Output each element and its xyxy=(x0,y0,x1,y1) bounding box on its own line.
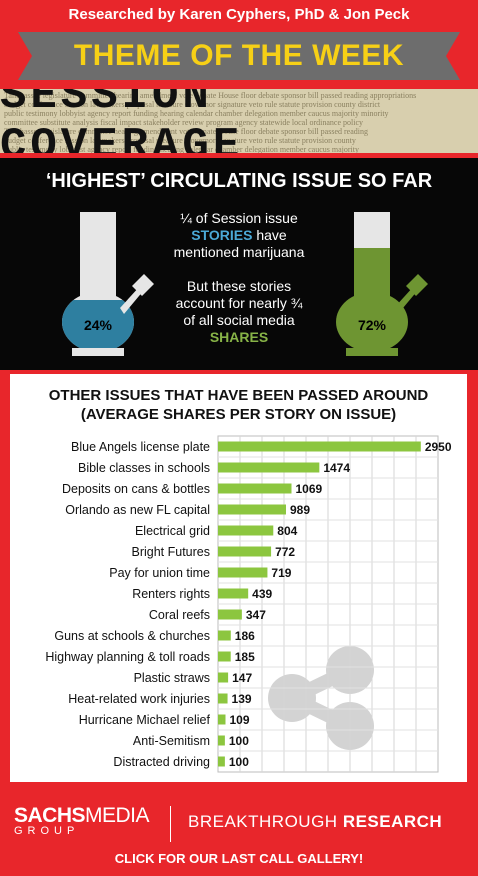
chart-title-line1: OTHER ISSUES THAT HAVE BEEN PASSED AROUN… xyxy=(48,387,429,404)
category-label: Bible classes in schools xyxy=(78,461,210,475)
left-bong-bowl xyxy=(132,274,154,296)
last-call-gallery-link[interactable]: CLICK FOR OUR LAST CALL GALLERY! xyxy=(114,851,364,866)
bar xyxy=(218,588,249,599)
value-label: 439 xyxy=(252,587,272,601)
bar xyxy=(218,714,226,725)
shares-highlight: SHARES xyxy=(209,329,269,345)
category-label: Renters rights xyxy=(132,587,210,601)
bar-chart: Blue Angels license plate 2950 Bible class… xyxy=(45,435,452,773)
bar xyxy=(218,609,242,620)
stories-stat-line3: mentioned marijuana xyxy=(173,244,305,260)
value-label: 989 xyxy=(290,503,310,517)
stories-stat: ¼ of Session issue STORIES have mentione… xyxy=(150,210,328,261)
value-label: 185 xyxy=(235,650,255,664)
section-title: SESSION COVERAGE xyxy=(0,89,244,153)
bar xyxy=(218,693,228,704)
category-label: Coral reefs xyxy=(149,608,210,622)
bar xyxy=(218,630,231,641)
right-bong-bowl xyxy=(406,274,428,296)
banner-title: THEME OF THE WEEK xyxy=(73,39,405,72)
category-label: Anti-Semitism xyxy=(133,734,210,748)
marijuana-title: ‘HIGHEST’ CIRCULATING ISSUE SO FAR xyxy=(45,170,433,192)
bar xyxy=(218,441,421,452)
logo-group-text: GROUP xyxy=(14,825,80,837)
shares-stat: But these stories account for nearly ¾ o… xyxy=(150,278,328,346)
value-label: 2950 xyxy=(425,440,452,454)
category-label: Highway planning & toll roads xyxy=(45,650,210,664)
right-bong-stem xyxy=(394,286,418,314)
stories-stat-line1: ¼ of Session issue xyxy=(180,210,298,226)
right-bong-icon: 72% xyxy=(336,212,428,356)
category-label: Guns at schools & churches xyxy=(54,629,210,643)
newsprint-texture: Tallahassee legislature committee hearin… xyxy=(4,91,417,153)
credit-line: Researched by Karen Cyphers, PhD & Jon P… xyxy=(68,6,410,23)
theme-banner: THEME OF THE WEEK xyxy=(18,32,460,80)
value-label: 100 xyxy=(229,734,249,748)
bar xyxy=(218,735,225,746)
category-label: Distracted driving xyxy=(113,755,210,769)
shares-stat-line1: But these stories xyxy=(186,278,292,294)
left-bong-foot xyxy=(72,348,124,356)
left-bong-icon: 24% xyxy=(62,212,154,356)
category-label: Hurricane Michael relief xyxy=(79,713,211,727)
right-bong-foot xyxy=(346,348,398,356)
category-label: Deposits on cans & bottles xyxy=(62,482,210,496)
chart-title-line2: (AVERAGE SHARES PER STORY ON ISSUE) xyxy=(80,406,397,423)
bar xyxy=(218,651,231,662)
left-bong-percent: 24% xyxy=(84,317,113,333)
bar xyxy=(218,504,286,515)
category-label: Heat-related work injuries xyxy=(68,692,210,706)
tagline-bold: RESEARCH xyxy=(342,812,443,831)
bar xyxy=(218,567,268,578)
value-label: 347 xyxy=(246,608,266,622)
category-label: Bright Futures xyxy=(131,545,210,559)
bar xyxy=(218,462,320,473)
value-label: 772 xyxy=(275,545,295,559)
value-label: 109 xyxy=(229,713,249,727)
bar xyxy=(218,672,229,683)
value-label: 719 xyxy=(271,566,291,580)
left-bong-stem xyxy=(120,286,144,314)
bar xyxy=(218,525,274,536)
right-bong-percent: 72% xyxy=(358,317,387,333)
bar xyxy=(218,546,272,557)
session-coverage-header: Tallahassee legislature committee hearin… xyxy=(0,89,478,153)
chart-title: OTHER ISSUES THAT HAVE BEEN PASSED AROUN… xyxy=(10,386,467,424)
value-label: 186 xyxy=(235,629,255,643)
stories-highlight: STORIES xyxy=(191,227,253,243)
footer-bar xyxy=(0,794,478,848)
bar xyxy=(218,483,292,494)
logo-light: MEDIA xyxy=(85,804,150,827)
value-label: 804 xyxy=(277,524,297,538)
category-label: Plastic straws xyxy=(134,671,210,685)
category-label: Blue Angels license plate xyxy=(71,440,210,454)
value-label: 139 xyxy=(232,692,252,706)
shares-stat-line2: account for nearly ¾ xyxy=(175,295,303,311)
value-label: 147 xyxy=(232,671,252,685)
value-label: 1069 xyxy=(295,482,322,496)
category-label: Pay for union time xyxy=(109,566,210,580)
value-label: 1474 xyxy=(323,461,350,475)
sachs-media-logo[interactable]: SACHSMEDIA xyxy=(14,804,150,828)
logo-bold: SACHS xyxy=(14,804,86,827)
footer-divider xyxy=(170,806,171,842)
right-bong-base xyxy=(336,292,408,352)
value-label: 100 xyxy=(229,755,249,769)
category-label: Electrical grid xyxy=(135,524,210,538)
shares-stat-line3: of all social media xyxy=(183,312,295,328)
stories-stat-have: have xyxy=(256,227,287,243)
breakthrough-research: BREAKTHROUGH RESEARCH xyxy=(188,812,442,832)
category-label: Orlando as new FL capital xyxy=(65,503,210,517)
right-bong-fill xyxy=(354,248,390,298)
tagline-light: BREAKTHROUGH xyxy=(188,812,338,831)
bar xyxy=(218,756,225,767)
